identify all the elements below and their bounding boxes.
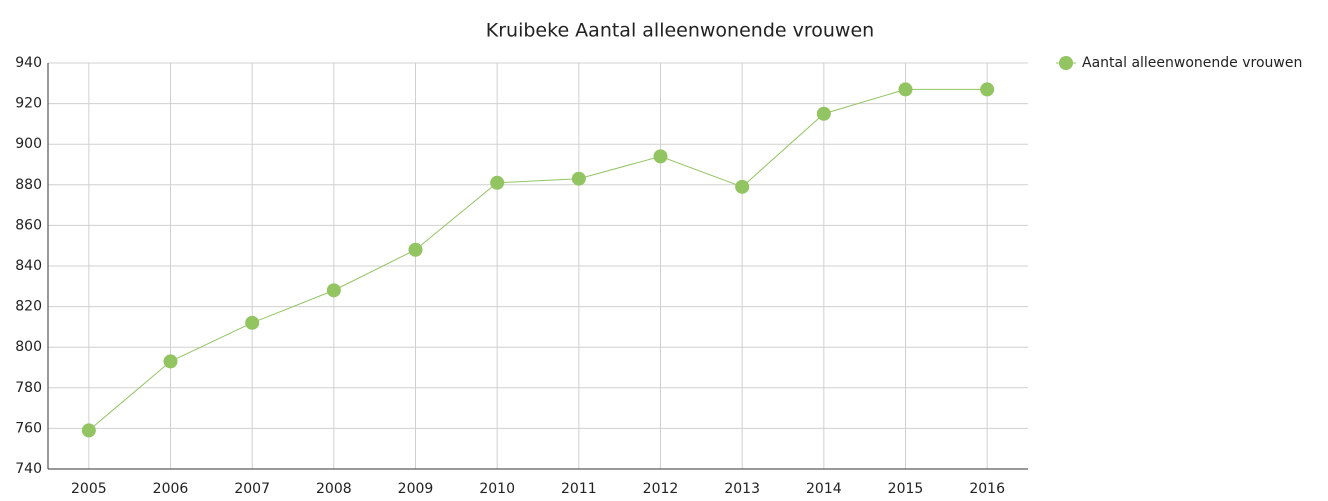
point [408, 242, 423, 257]
point [898, 82, 913, 97]
x-tick-label: 2014 [806, 481, 842, 497]
y-tick-label: 800 [15, 339, 42, 355]
y-tick-label: 940 [15, 55, 42, 71]
y-tick-label: 760 [15, 420, 42, 436]
x-tick-label: 2012 [643, 481, 679, 497]
y-tick-label: 920 [15, 96, 42, 112]
point [653, 149, 668, 164]
point [163, 354, 178, 369]
point [490, 175, 505, 190]
x-tick-label: 2011 [561, 481, 597, 497]
y-tick-label: 860 [15, 217, 42, 233]
y-tick-label: 900 [15, 136, 42, 152]
y-tick-label: 840 [15, 258, 42, 274]
y-tick-label: 820 [15, 299, 42, 315]
x-tick-label: 2013 [724, 481, 760, 497]
point [735, 179, 750, 194]
point [326, 283, 341, 298]
y-tick-label: 880 [15, 177, 42, 193]
point [81, 423, 96, 438]
legend-marker [1059, 56, 1073, 70]
y-tick-label: 780 [15, 380, 42, 396]
point [980, 82, 995, 97]
x-tick-label: 2016 [969, 481, 1005, 497]
x-tick-label: 2009 [398, 481, 434, 497]
legend-label: Aantal alleenwonende vrouwen [1082, 55, 1302, 71]
point [816, 106, 831, 121]
point [571, 171, 586, 186]
y-tick-label: 740 [15, 461, 42, 477]
x-tick-label: 2008 [316, 481, 352, 497]
point [245, 315, 260, 330]
x-tick-label: 2005 [71, 481, 107, 497]
chart-title: Kruibeke Aantal alleenwonende vrouwen [486, 20, 874, 42]
x-tick-label: 2010 [479, 481, 515, 497]
x-tick-label: 2006 [153, 481, 189, 497]
line [88, 88, 988, 431]
x-tick-label: 2015 [888, 481, 924, 497]
x-tick-label: 2007 [234, 481, 270, 497]
